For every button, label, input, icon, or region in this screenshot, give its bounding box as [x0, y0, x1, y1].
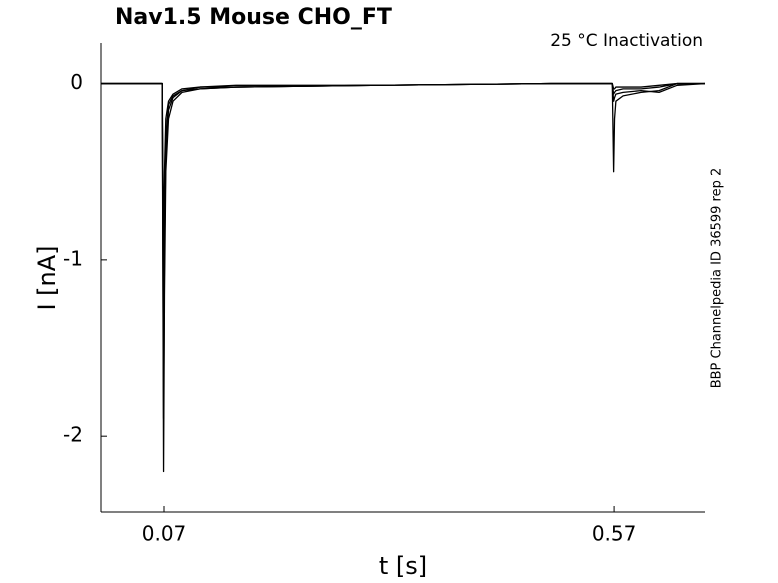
x-axis-label: t [s]	[379, 552, 427, 580]
y-tick-label: 0	[70, 70, 83, 94]
trace-line	[101, 82, 705, 261]
y-tick-label: -1	[63, 246, 83, 270]
x-tick-label: 0.07	[142, 522, 187, 546]
chart-title: Nav1.5 Mouse CHO_FT	[115, 5, 392, 30]
trace-line	[101, 82, 705, 473]
chart-subtitle: 25 °C Inactivation	[550, 31, 703, 51]
y-tick-label: -2	[63, 423, 83, 447]
y-axis-label: I [nA]	[33, 245, 61, 310]
x-tick-label: 0.57	[592, 522, 637, 546]
annotation: BBP Channelpedia ID 36599 rep 2	[710, 168, 725, 389]
